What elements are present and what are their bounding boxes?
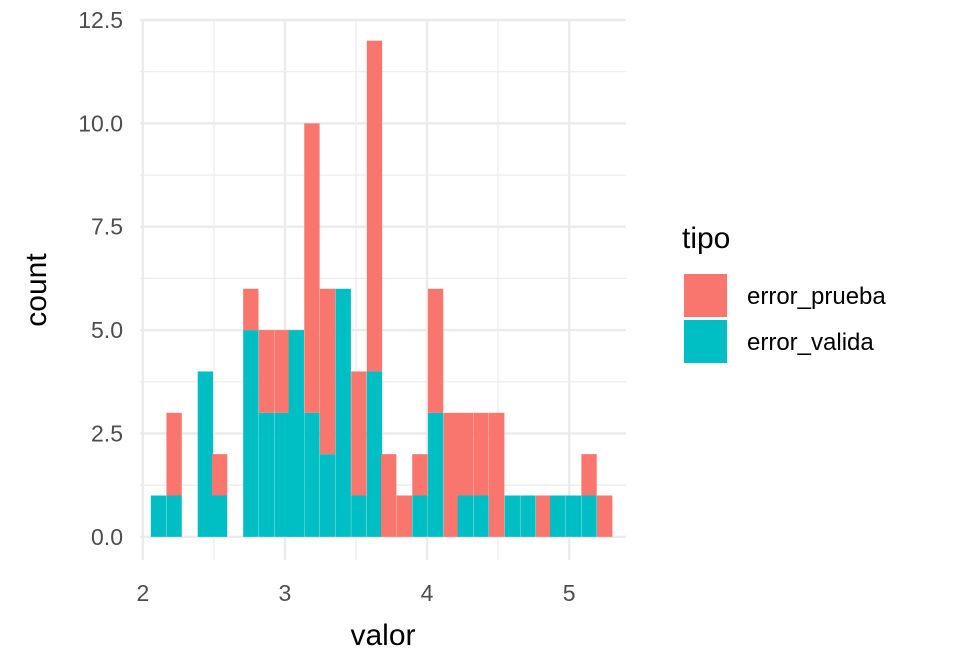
legend-title: tipo bbox=[682, 222, 730, 255]
bar-error_valida bbox=[520, 495, 536, 537]
bar-error_valida bbox=[550, 495, 566, 537]
bar-error_valida bbox=[351, 495, 367, 537]
x-tick-label: 4 bbox=[421, 580, 434, 606]
bar-error_prueba bbox=[396, 495, 412, 537]
bar-error_prueba bbox=[489, 412, 505, 537]
bar-error_valida bbox=[304, 412, 320, 537]
bar-error_prueba bbox=[211, 454, 228, 496]
y-tick-label: 7.5 bbox=[91, 214, 123, 240]
y-tick-label: 10.0 bbox=[78, 110, 123, 136]
bar-error_prueba bbox=[457, 412, 474, 496]
bar-error_valida bbox=[258, 412, 275, 537]
bar-error_prueba bbox=[366, 40, 383, 372]
bar-error_valida bbox=[150, 495, 167, 537]
bar-error_prueba bbox=[381, 454, 397, 537]
bar-error_prueba bbox=[166, 412, 182, 496]
bar-error_valida bbox=[335, 288, 351, 537]
bar-error_prueba bbox=[535, 495, 552, 537]
bar-error_prueba bbox=[427, 288, 444, 413]
bar-error_prueba bbox=[258, 330, 275, 413]
x-axis-title: valor bbox=[350, 619, 415, 652]
bar-error_prueba bbox=[319, 288, 336, 455]
y-axis-title: count bbox=[20, 253, 53, 327]
bar-error_prueba bbox=[304, 123, 320, 413]
bar-error_prueba bbox=[443, 412, 459, 537]
bar-error_valida bbox=[457, 495, 474, 537]
y-axis-tick-labels: 0.0 2.5 5.0 7.5 10.0 12.5 bbox=[78, 7, 123, 550]
bar-error_valida bbox=[166, 495, 182, 537]
x-axis-tick-labels: 2 3 4 5 bbox=[136, 580, 575, 606]
x-tick-label: 3 bbox=[279, 580, 292, 606]
bar-error_prueba bbox=[581, 454, 597, 496]
y-tick-label: 5.0 bbox=[91, 317, 123, 343]
bar-error_valida bbox=[274, 412, 290, 537]
x-tick-label: 5 bbox=[563, 580, 576, 606]
y-tick-label: 12.5 bbox=[78, 7, 123, 33]
legend: tipo error_prueba error_valida bbox=[682, 222, 886, 363]
legend-entries: error_prueba error_valida bbox=[684, 274, 886, 363]
bar-error_prueba bbox=[274, 330, 290, 413]
legend-swatch-error_valida bbox=[684, 320, 727, 363]
bar-error_prueba bbox=[473, 412, 489, 496]
bar-error_prueba bbox=[412, 454, 428, 496]
bar-error_valida bbox=[473, 495, 489, 537]
bar-error_prueba bbox=[351, 371, 367, 496]
bar-error_valida bbox=[243, 330, 259, 537]
bar-error_prueba bbox=[597, 495, 613, 537]
legend-swatch-error_prueba bbox=[684, 274, 727, 317]
legend-label-error_prueba: error_prueba bbox=[747, 283, 886, 310]
bar-error_valida bbox=[581, 495, 597, 537]
y-tick-label: 2.5 bbox=[91, 420, 123, 446]
bar-error_valida bbox=[288, 330, 304, 537]
bar-error_valida bbox=[319, 454, 336, 537]
histogram-bars bbox=[150, 40, 613, 537]
bar-error_valida bbox=[427, 412, 444, 537]
bar-error_valida bbox=[565, 495, 582, 537]
bar-error_valida bbox=[197, 371, 214, 537]
bar-error_valida bbox=[504, 495, 520, 537]
bar-error_valida bbox=[412, 495, 428, 537]
bar-error_prueba bbox=[243, 288, 259, 331]
bar-error_valida bbox=[211, 495, 228, 537]
y-tick-label: 0.0 bbox=[91, 524, 123, 550]
bar-error_valida bbox=[366, 371, 383, 537]
legend-label-error_valida: error_valida bbox=[747, 329, 874, 356]
x-tick-label: 2 bbox=[136, 580, 149, 606]
grid-lines bbox=[140, 18, 626, 560]
